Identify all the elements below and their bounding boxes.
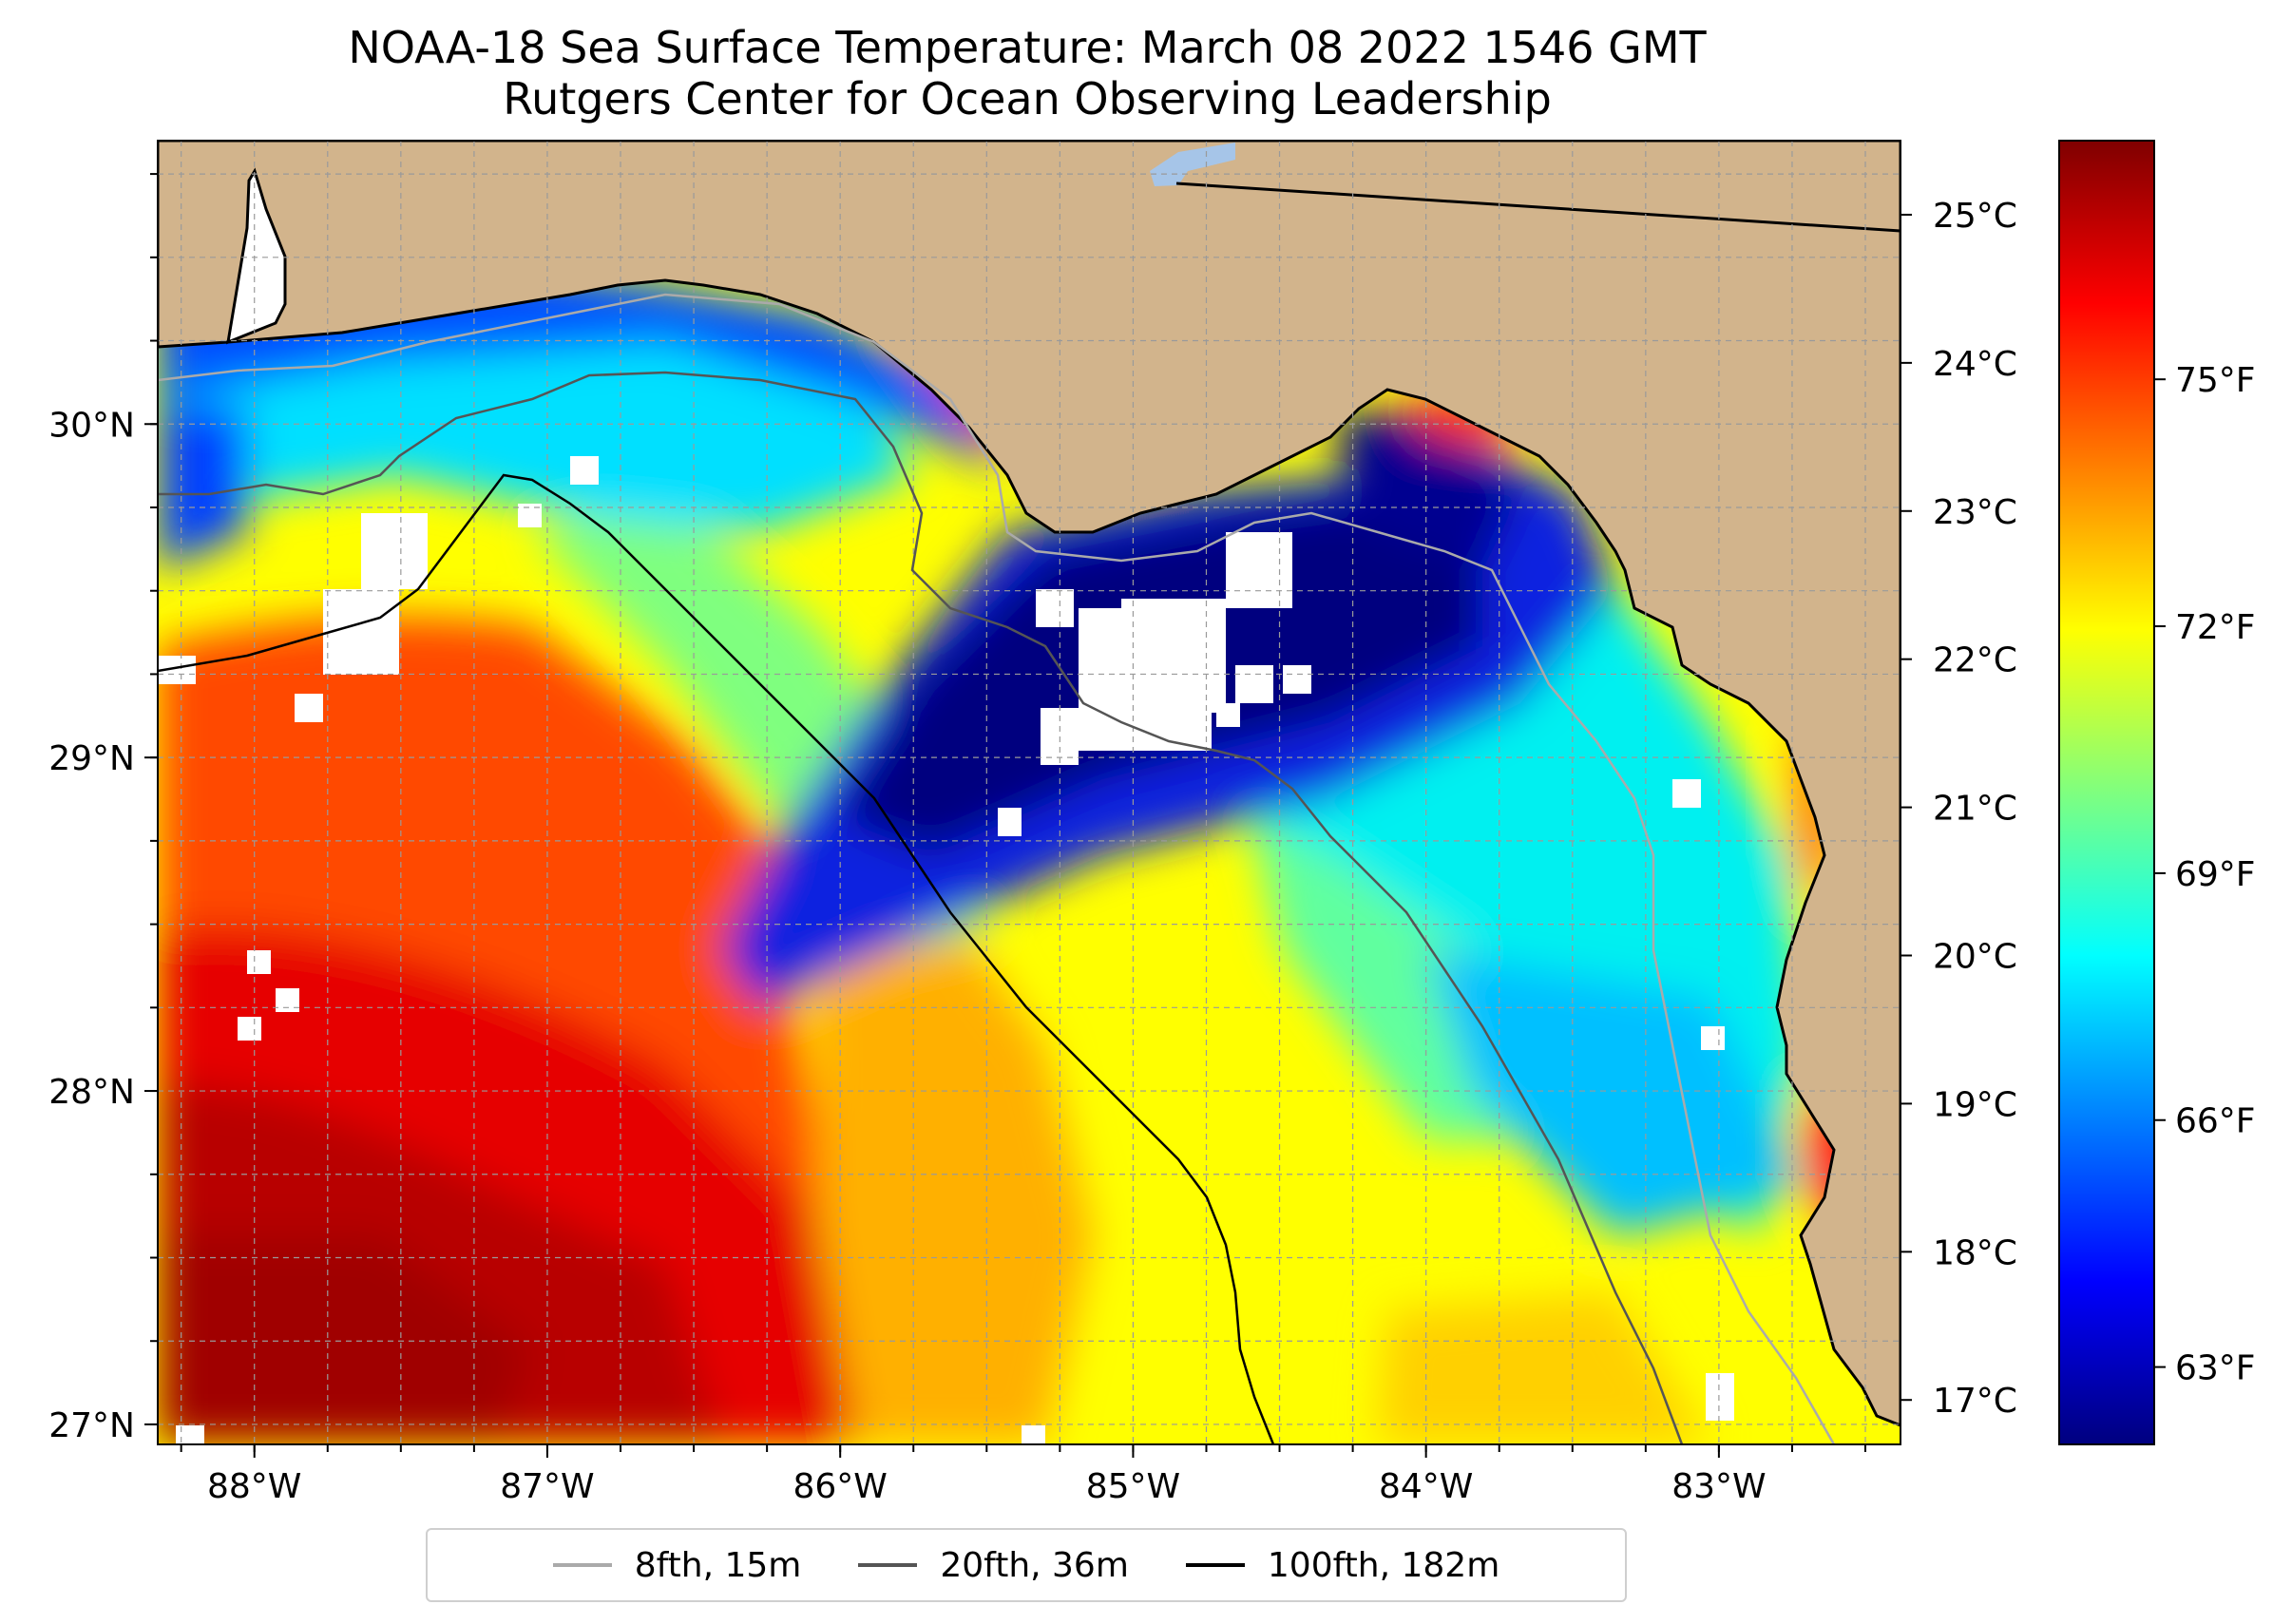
fahrenheit-tick-label: 63°F [2175, 1349, 2256, 1388]
colorbar-fahrenheit-axis: 75°F 72°F 69°F 66°F 63°F [2154, 361, 2256, 1388]
legend-item-20fth: 20fth, 36m [858, 1546, 1129, 1585]
celsius-tick-label: 23°C [1933, 493, 2017, 532]
map-frame [157, 140, 1901, 1445]
celsius-tick-label: 20°C [1933, 938, 2017, 977]
celsius-tick-label: 17°C [1933, 1382, 2017, 1421]
fahrenheit-tick-label: 75°F [2175, 361, 2256, 400]
colorbar [2058, 140, 2155, 1445]
isobath-8fth [158, 293, 1836, 1444]
lon-tick-label: 84°W [1379, 1467, 1473, 1506]
celsius-tick-label: 18°C [1933, 1233, 2017, 1272]
land-area [158, 141, 1900, 1427]
lon-tick-label: 88°W [207, 1467, 301, 1506]
celsius-tick-label: 25°C [1933, 197, 2017, 236]
lat-tick-label: 29°N [48, 739, 135, 778]
lon-tick-label: 85°W [1086, 1467, 1180, 1506]
sst-field [158, 141, 1900, 1444]
legend-label-8fth: 8fth, 15m [634, 1545, 802, 1585]
celsius-tick-label: 24°C [1933, 345, 2017, 384]
lon-tick-label: 87°W [500, 1467, 594, 1506]
celsius-tick-label: 21°C [1933, 790, 2017, 829]
graticule-grid [158, 141, 1900, 1444]
lat-tick-label: 30°N [48, 406, 135, 445]
map-subtitle: Rutgers Center for Ocean Observing Leade… [503, 73, 1552, 124]
state-boundary [1175, 182, 1900, 233]
inland-lake [1150, 143, 1235, 186]
isobath-20fth [158, 371, 1684, 1444]
legend-line-8fth [552, 1563, 612, 1567]
fahrenheit-tick-label: 66°F [2175, 1102, 2256, 1141]
legend-label-20fth: 20fth, 36m [940, 1545, 1129, 1585]
lon-tick-label: 83°W [1671, 1467, 1766, 1506]
fahrenheit-tick-label: 72°F [2175, 608, 2256, 647]
isobath-legend: 8fth, 15m 20fth, 36m 100fth, 182m [426, 1528, 1627, 1602]
lon-tick-label: 86°W [793, 1467, 887, 1506]
legend-line-20fth [858, 1563, 918, 1567]
celsius-tick-label: 19°C [1933, 1085, 2017, 1124]
legend-line-100fth [1185, 1563, 1245, 1567]
map-plot-area [158, 141, 1900, 1444]
legend-item-100fth: 100fth, 182m [1185, 1545, 1500, 1585]
latitude-axis: 30°N 29°N 28°N 27°N [48, 173, 158, 1445]
legend-label-100fth: 100fth, 182m [1267, 1545, 1500, 1585]
celsius-tick-label: 22°C [1933, 641, 2017, 680]
map-title: NOAA-18 Sea Surface Temperature: March 0… [348, 22, 1707, 73]
lat-tick-label: 27°N [48, 1406, 135, 1445]
fahrenheit-tick-label: 69°F [2175, 855, 2256, 894]
lat-tick-label: 28°N [48, 1073, 135, 1112]
longitude-axis: 88°W 87°W 86°W 85°W 84°W 83°W [180, 1444, 1867, 1506]
legend-item-8fth: 8fth, 15m [552, 1545, 802, 1585]
colorbar-celsius-axis: 25°C 24°C 23°C 22°C 21°C 20°C 19°C 18°C 17°C [1900, 197, 2017, 1421]
mobile-bay [226, 167, 287, 345]
isobath-100fth [158, 473, 1275, 1444]
